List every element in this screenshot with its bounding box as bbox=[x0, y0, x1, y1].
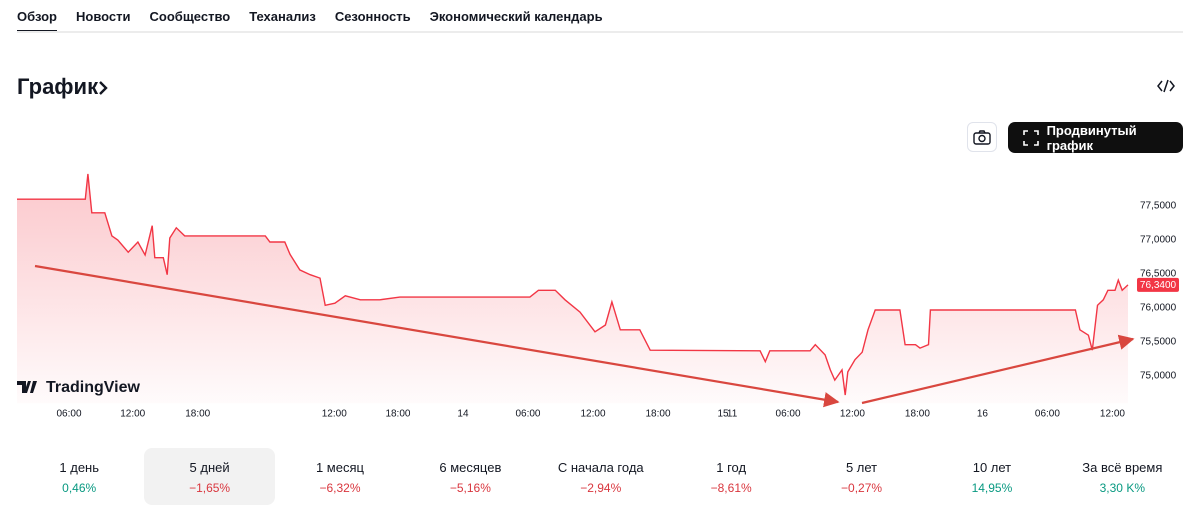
x-tick-label: 16 bbox=[977, 409, 989, 420]
period-change: 0,46% bbox=[62, 481, 97, 495]
period-change: −0,27% bbox=[841, 481, 883, 495]
x-tick-label: 06:00 bbox=[1035, 409, 1060, 420]
period-cell[interactable]: С начала года −2,94% bbox=[536, 448, 666, 505]
fullscreen-icon bbox=[1023, 129, 1039, 146]
period-bar: 1 день 0,46% 5 дней −1,65% 1 месяц −6,32% 6 ме… bbox=[14, 448, 1188, 505]
x-tick-label: 12:00 bbox=[840, 409, 865, 420]
button-label: Продвинутый график bbox=[1046, 122, 1137, 153]
plot-area: 75,0000 75,5000 76,0000 76,5000 77,0000 77,50… bbox=[17, 173, 1179, 420]
area-fill bbox=[17, 174, 1128, 404]
tab[interactable]: Сезонность bbox=[334, 9, 411, 24]
period-label: 1 год bbox=[716, 460, 747, 475]
period-cell[interactable]: 5 лет −0,27% bbox=[796, 448, 926, 505]
x-tick-label: 18:00 bbox=[905, 409, 930, 420]
tab-bar: Обзор Новости Сообщество Теханализ Сезонност… bbox=[17, 9, 603, 33]
period-label: 5 дней bbox=[189, 460, 230, 475]
period-cell[interactable]: 1 месяц −6,32% bbox=[275, 448, 405, 505]
x-tick-label: 06:00 bbox=[515, 409, 540, 420]
period-label: За всё время bbox=[1082, 460, 1163, 475]
advanced-chart-button[interactable]: Продвинутый график bbox=[1008, 122, 1183, 153]
x-tick-label: 06:00 bbox=[56, 409, 81, 420]
x-tick-label: 14 bbox=[457, 409, 469, 420]
period-cell[interactable]: 1 год −8,61% bbox=[666, 448, 796, 505]
last-price-label: 76,3400 bbox=[1140, 280, 1177, 291]
period-label: 5 лет bbox=[845, 460, 878, 475]
y-tick-label: 75,0000 bbox=[1140, 371, 1177, 382]
y-tick-label: 77,0000 bbox=[1140, 235, 1177, 246]
period-cell[interactable]: 1 день 0,46% bbox=[14, 448, 144, 505]
period-cell[interactable]: 5 дней −1,65% bbox=[144, 448, 275, 505]
x-tick-label: 12:00 bbox=[1100, 409, 1125, 420]
period-label: 6 месяцев bbox=[439, 460, 502, 475]
x-tick-label: 15 bbox=[717, 409, 729, 420]
x-tick-label: 12:00 bbox=[322, 409, 347, 420]
period-change: −2,94% bbox=[580, 481, 622, 495]
x-tick-label: 06:00 bbox=[776, 409, 801, 420]
annotation-arrow bbox=[861, 334, 1135, 405]
period-change: −5,16% bbox=[449, 481, 491, 495]
x-tick-label: 12:00 bbox=[580, 409, 605, 420]
logo-text: TradingView bbox=[46, 379, 141, 396]
period-cell[interactable]: За всё время 3,30 K% bbox=[1057, 448, 1187, 505]
y-tick-label: 75,5000 bbox=[1140, 337, 1177, 348]
period-label: С начала года bbox=[557, 460, 644, 475]
logo: TradingView bbox=[17, 379, 141, 396]
period-cell[interactable]: 6 месяцев −5,16% bbox=[405, 448, 535, 505]
tab[interactable]: Новости bbox=[76, 9, 131, 24]
tab[interactable]: Экономический календарь bbox=[429, 9, 603, 24]
period-label: 10 лет bbox=[972, 460, 1012, 475]
section-title[interactable]: График bbox=[17, 74, 99, 99]
y-tick-label: 77,5000 bbox=[1140, 201, 1177, 212]
period-change: −6,32% bbox=[319, 481, 361, 495]
x-tick-label: 11 bbox=[727, 409, 738, 420]
tab-divider bbox=[17, 31, 1183, 33]
x-tick-label: 18:00 bbox=[645, 409, 670, 420]
annotation-arrow bbox=[34, 264, 840, 408]
x-tick-label: 12:00 bbox=[120, 409, 145, 420]
tab[interactable]: Теханализ bbox=[249, 9, 316, 24]
camera-icon bbox=[973, 129, 991, 145]
period-change: 14,95% bbox=[971, 481, 1013, 495]
tab[interactable]: Сообщество bbox=[149, 9, 231, 24]
period-change: −8,61% bbox=[710, 481, 752, 495]
period-change: −1,65% bbox=[189, 481, 231, 495]
chevron-icon bbox=[99, 81, 108, 95]
y-tick-label: 76,5000 bbox=[1140, 269, 1177, 280]
price-line bbox=[17, 173, 1129, 396]
period-label: 1 день bbox=[59, 460, 99, 475]
period-label: 1 месяц bbox=[315, 460, 364, 475]
period-cell[interactable]: 10 лет 14,95% bbox=[927, 448, 1057, 505]
logo-icon bbox=[17, 381, 37, 393]
chart: 75,0000 75,5000 76,0000 76,5000 77,0000 77,50… bbox=[17, 173, 1179, 420]
last-price-tag bbox=[1137, 277, 1179, 292]
period-change: 3,30 K% bbox=[1099, 481, 1145, 495]
snapshot-button[interactable] bbox=[967, 122, 997, 152]
x-tick-label: 18:00 bbox=[185, 409, 210, 420]
y-tick-label: 76,0000 bbox=[1140, 303, 1177, 314]
x-tick-label: 18:00 bbox=[385, 409, 410, 420]
embed-icon[interactable] bbox=[1157, 79, 1175, 93]
